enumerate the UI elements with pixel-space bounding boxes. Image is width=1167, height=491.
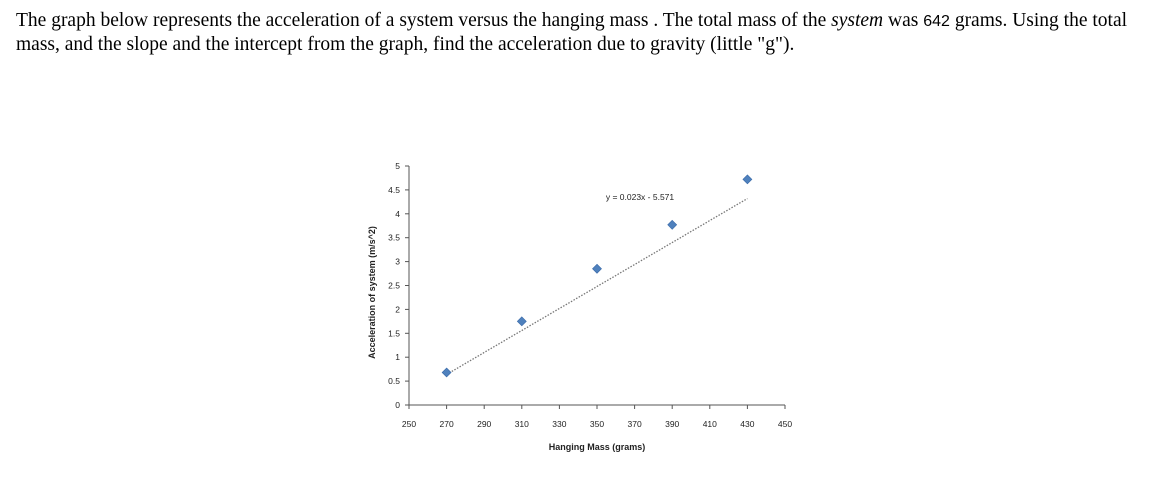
question-text: The graph below represents the accelerat…: [16, 9, 1136, 56]
data-point-marker: [441, 367, 452, 378]
y-axis-label: Acceleration of system (m/s^2): [367, 226, 377, 359]
x-tick-label: 350: [590, 419, 604, 429]
y-tick-label: 2.5: [388, 281, 400, 291]
data-point-marker: [516, 316, 527, 327]
trendline: [446, 197, 748, 376]
data-point-marker: [667, 219, 678, 230]
y-tick-label: 3.5: [388, 233, 400, 243]
x-tick-label: 450: [778, 419, 792, 429]
x-tick-label: 370: [628, 419, 642, 429]
x-tick-label: 410: [703, 419, 717, 429]
x-tick-label: 390: [665, 419, 679, 429]
x-tick-label: 290: [477, 419, 491, 429]
x-tick-label: 250: [402, 419, 416, 429]
y-tick-label: 0: [395, 400, 400, 410]
y-tick-label: 2: [395, 304, 400, 314]
data-point-marker: [742, 174, 753, 185]
x-tick-label: 310: [515, 419, 529, 429]
y-tick-label: 4: [395, 209, 400, 219]
question-part2: was: [883, 10, 924, 31]
y-tick-label: 4.5: [388, 185, 400, 195]
y-tick-label: 3: [395, 257, 400, 267]
question-part1: The graph below represents the accelerat…: [16, 10, 832, 31]
question-emphasis: system: [831, 10, 884, 31]
total-mass-value: 642: [923, 13, 950, 30]
x-tick-label: 430: [740, 419, 754, 429]
question-part3: grams. Using the total mass, and the slo…: [16, 10, 1128, 55]
x-axis-label: Hanging Mass (grams): [549, 442, 646, 452]
x-tick-label: 270: [440, 419, 454, 429]
x-tick-label: 330: [552, 419, 566, 429]
y-tick-label: 1.5: [388, 328, 400, 338]
data-point-marker: [592, 263, 602, 274]
y-tick-label: 5: [395, 161, 400, 171]
y-tick-label: 0.5: [388, 376, 400, 386]
y-tick-label: 1: [395, 352, 400, 362]
trendline-equation: y = 0.023x - 5.571: [606, 192, 675, 202]
